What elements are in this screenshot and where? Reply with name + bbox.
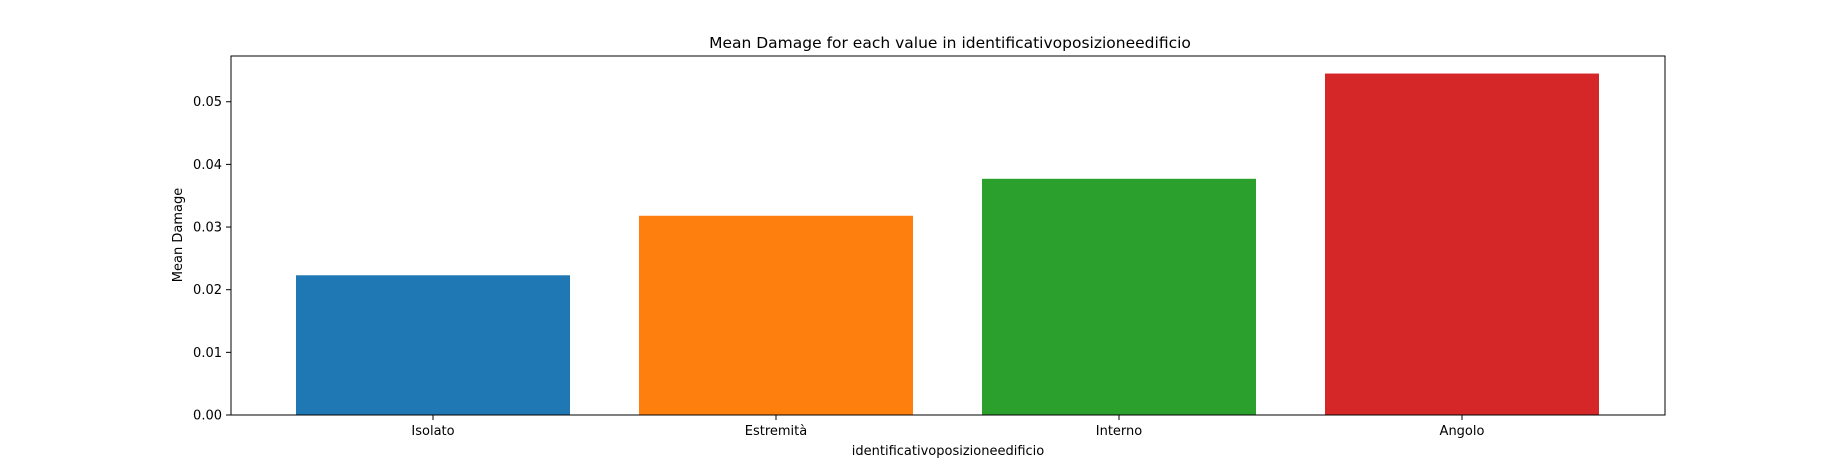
bar-0 xyxy=(296,275,570,415)
y-tick-label: 0.01 xyxy=(193,346,222,361)
x-axis-title: identificativoposizioneedificio xyxy=(852,444,1044,459)
x-tick-label: Interno xyxy=(1096,424,1143,439)
y-tick-label: 0.00 xyxy=(193,409,222,424)
chart-title: Mean Damage for each value in identifica… xyxy=(709,34,1191,52)
y-tick-label: 0.02 xyxy=(193,283,222,298)
y-tick-label: 0.05 xyxy=(193,95,222,110)
x-axis: Isolato Estremità Interno Angolo xyxy=(411,415,1484,439)
bar-2 xyxy=(982,178,1256,415)
bar-3 xyxy=(1325,73,1599,415)
y-tick-label: 0.04 xyxy=(193,158,222,173)
bar-1 xyxy=(639,215,913,415)
bars-layer xyxy=(296,73,1599,415)
y-tick-label: 0.03 xyxy=(193,221,222,236)
y-axis: 0.00 0.01 0.02 0.03 0.04 0.05 xyxy=(193,95,231,424)
y-axis-title: Mean Damage xyxy=(171,188,186,282)
x-tick-label: Angolo xyxy=(1440,424,1485,439)
x-tick-label: Estremità xyxy=(745,424,807,439)
plot-area-frame xyxy=(230,55,1666,416)
x-tick-label: Isolato xyxy=(411,424,454,439)
